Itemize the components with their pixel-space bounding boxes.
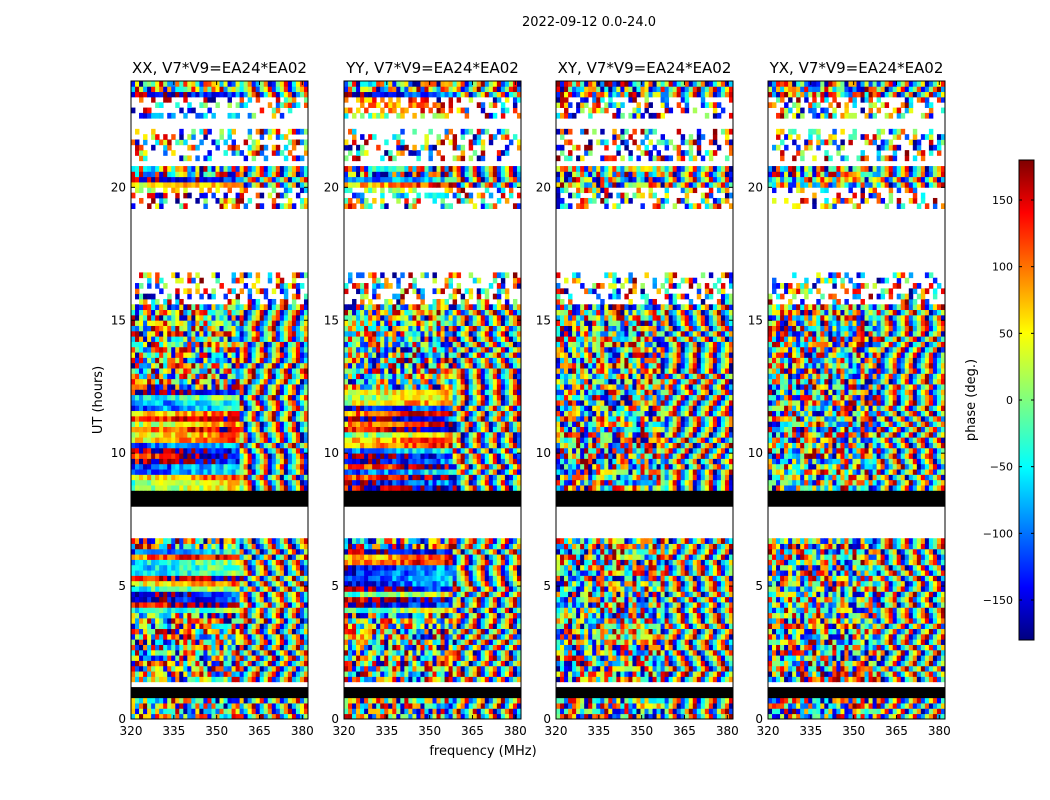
colorbar-tick-label: −50 bbox=[990, 461, 1013, 474]
y-tick-label: 10 bbox=[748, 446, 763, 460]
panel-title: XX, V7*V9=EA24*EA02 bbox=[132, 59, 307, 77]
panel-title: YX, V7*V9=EA24*EA02 bbox=[769, 59, 944, 77]
colorbar-tick-label: 150 bbox=[992, 194, 1013, 207]
colorbar-tick-label: 0 bbox=[1006, 394, 1013, 407]
x-tick-label: 335 bbox=[587, 724, 610, 738]
panel-title: XY, V7*V9=EA24*EA02 bbox=[558, 59, 732, 77]
y-tick-label: 20 bbox=[324, 180, 339, 194]
x-tick-label: 380 bbox=[716, 724, 739, 738]
x-tick-label: 365 bbox=[248, 724, 271, 738]
heatmap-cells bbox=[768, 81, 946, 720]
x-tick-label: 350 bbox=[842, 724, 865, 738]
x-tick-label: 320 bbox=[545, 724, 568, 738]
x-tick-label: 350 bbox=[418, 724, 441, 738]
x-tick-label: 350 bbox=[205, 724, 228, 738]
x-tick-label: 335 bbox=[799, 724, 822, 738]
y-tick-label: 20 bbox=[536, 180, 551, 194]
y-tick-label: 5 bbox=[755, 579, 763, 593]
panel-yy: YY, V7*V9=EA24*EA02 320 335 350 365 380 0 5 10 15… bbox=[324, 59, 527, 738]
y-tick-label: 15 bbox=[111, 313, 126, 327]
colorbar-tick-label: 100 bbox=[992, 261, 1013, 274]
y-tick-label: 15 bbox=[536, 313, 551, 327]
x-tick-label: 365 bbox=[885, 724, 908, 738]
plot-frame bbox=[343, 80, 522, 720]
heatmap-cells bbox=[344, 81, 522, 720]
x-tick-label: 365 bbox=[673, 724, 696, 738]
colorbar-tick-label: −150 bbox=[983, 594, 1013, 607]
y-tick-label: 15 bbox=[748, 313, 763, 327]
y-tick-label: 10 bbox=[536, 446, 551, 460]
y-tick-label: 20 bbox=[748, 180, 763, 194]
x-axis-label: frequency (MHz) bbox=[429, 744, 536, 759]
x-tick-label: 350 bbox=[630, 724, 653, 738]
x-tick-label: 320 bbox=[333, 724, 356, 738]
panels: XX, V7*V9=EA24*EA02 320 335 350 365 380 0 5 10 15… bbox=[111, 59, 951, 738]
x-tick-label: 335 bbox=[375, 724, 398, 738]
colorbar: 150 100 50 0 −50 −100 −150 phase (deg.) bbox=[964, 159, 1035, 641]
x-tick-label: 335 bbox=[162, 724, 185, 738]
colorbar-label: phase (deg.) bbox=[964, 359, 979, 441]
heatmap-cells bbox=[131, 81, 309, 720]
y-tick-label: 5 bbox=[118, 579, 126, 593]
panel-yx: YX, V7*V9=EA24*EA02 320 335 350 365 380 0 5 10 15… bbox=[748, 59, 951, 738]
y-tick-label: 20 bbox=[111, 180, 126, 194]
y-tick-label: 5 bbox=[331, 579, 339, 593]
y-axis-label: UT (hours) bbox=[91, 366, 106, 434]
x-tick-label: 365 bbox=[461, 724, 484, 738]
x-tick-label: 320 bbox=[120, 724, 143, 738]
x-tick-label: 380 bbox=[291, 724, 314, 738]
plot-frame bbox=[767, 80, 946, 720]
y-tick-label: 10 bbox=[111, 446, 126, 460]
heatmap-cells bbox=[556, 81, 734, 720]
panel-xx: XX, V7*V9=EA24*EA02 320 335 350 365 380 0 5 10 15… bbox=[111, 59, 314, 738]
x-tick-label: 380 bbox=[504, 724, 527, 738]
x-tick-label: 320 bbox=[757, 724, 780, 738]
plot-frame bbox=[555, 80, 734, 720]
y-tick-label: 0 bbox=[755, 712, 763, 726]
y-tick-label: 15 bbox=[324, 313, 339, 327]
y-tick-label: 10 bbox=[324, 446, 339, 460]
colorbar-ticks: 150 100 50 0 −50 −100 −150 bbox=[983, 194, 1034, 607]
colorbar-tick-label: −100 bbox=[983, 527, 1013, 540]
panel-title: YY, V7*V9=EA24*EA02 bbox=[345, 59, 519, 77]
plot-frame bbox=[130, 80, 309, 720]
y-tick-label: 0 bbox=[543, 712, 551, 726]
y-tick-label: 5 bbox=[543, 579, 551, 593]
y-tick-label: 0 bbox=[331, 712, 339, 726]
colorbar-tick-label: 50 bbox=[999, 327, 1013, 340]
x-tick-label: 380 bbox=[928, 724, 951, 738]
panel-xy: XY, V7*V9=EA24*EA02 320 335 350 365 380 0 5 10 15… bbox=[536, 59, 739, 738]
y-tick-label: 0 bbox=[118, 712, 126, 726]
figure-suptitle: 2022-09-12 0.0-24.0 bbox=[522, 15, 656, 30]
